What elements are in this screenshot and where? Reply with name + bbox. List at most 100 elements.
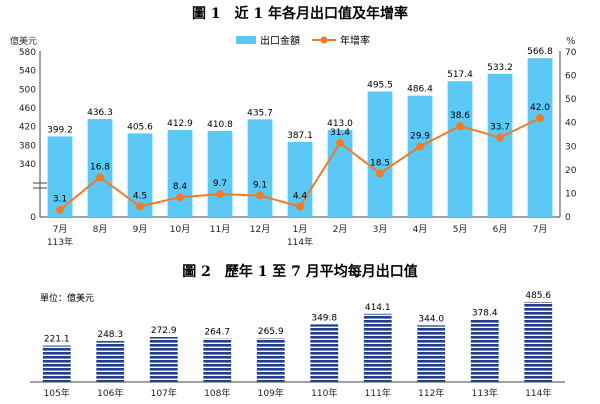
growth-rate-point	[136, 202, 144, 211]
fig1-x-tick-label: 5月	[453, 224, 468, 235]
legend-line-marker	[320, 36, 328, 44]
annual-avg-bar	[524, 302, 553, 382]
annual-avg-bar	[310, 324, 339, 382]
right-axis-tick-label: 0	[565, 213, 571, 223]
growth-rate-label: 9.1	[253, 181, 267, 191]
growth-rate-point	[336, 138, 344, 147]
fig2-title: 圖 2 歷年 1 至 7 月平均每月出口值	[182, 263, 418, 280]
right-axis-tick-label: 20	[565, 166, 577, 176]
growth-rate-point	[216, 190, 224, 199]
export-value-bar	[247, 119, 273, 217]
export-value-bar	[447, 81, 473, 217]
annual-avg-bar	[42, 345, 71, 382]
export-value-bar	[207, 130, 233, 217]
left-axis-tick-label: 460	[19, 104, 36, 114]
right-axis-tick-label: 40	[565, 119, 577, 129]
export-value-label: 413.0	[327, 119, 353, 129]
fig2-x-tick-label: 113年	[472, 387, 498, 399]
growth-rate-point	[176, 193, 184, 202]
fig1-x-tick-label: 11月	[210, 224, 230, 235]
fig1-x-tick-label: 9月	[133, 224, 148, 235]
right-axis-tick-label: 70	[565, 48, 577, 58]
annual-avg-value-label: 485.6	[525, 291, 551, 301]
annual-avg-bar	[149, 337, 178, 382]
growth-rate-point	[56, 205, 64, 214]
left-axis-tick-label: 420	[19, 123, 36, 133]
fig2-x-tick-label: 110年	[311, 387, 337, 399]
export-value-label: 495.5	[367, 80, 393, 90]
fig1-x-tick-label: 10月	[170, 224, 190, 235]
legend-line-label: 年增率	[340, 34, 370, 47]
right-axis-tick-label: 60	[565, 72, 577, 82]
fig2-unit-label: 單位：億美元	[40, 292, 94, 304]
growth-rate-point	[496, 133, 504, 142]
growth-rate-point	[416, 142, 424, 151]
fig1-x-tick-label: 2月	[333, 224, 348, 235]
right-axis-tick-label: 50	[565, 95, 577, 105]
export-value-label: 435.7	[247, 108, 273, 118]
annual-avg-value-label: 264.7	[204, 327, 230, 337]
fig1-x-tick-label: 8月	[93, 224, 108, 235]
growth-rate-label: 42.0	[530, 103, 550, 113]
export-value-label: 387.1	[287, 131, 313, 141]
left-axis-tick-label: 500	[19, 85, 36, 95]
growth-rate-point	[96, 173, 104, 182]
fig2-x-tick-label: 109年	[258, 387, 284, 399]
export-value-bar	[367, 91, 393, 217]
fig1-x-tick-label: 7月	[533, 224, 548, 235]
left-axis-tick-label: 340	[19, 160, 36, 170]
growth-rate-label: 3.1	[53, 195, 67, 205]
growth-rate-label: 29.9	[410, 132, 430, 142]
right-axis-tick-label: 10	[565, 189, 577, 199]
growth-rate-label: 4.4	[293, 192, 308, 202]
fig1-x-tick-sublabel: 114年	[287, 236, 313, 248]
growth-rate-label: 38.6	[450, 111, 470, 121]
growth-rate-label: 16.8	[90, 162, 110, 172]
annual-avg-bar	[363, 313, 392, 382]
fig1-x-tick-label: 6月	[493, 224, 508, 235]
fig1-right-axis-unit: %	[566, 36, 576, 47]
growth-rate-label: 9.7	[213, 179, 227, 189]
growth-rate-point	[536, 114, 544, 122]
fig2-x-tick-label: 106年	[97, 387, 123, 399]
fig1-x-tick-label: 1月	[293, 224, 308, 235]
growth-rate-label: 4.5	[133, 191, 147, 201]
fig2-x-tick-label: 114年	[525, 387, 551, 399]
legend-bar-label: 出口金額	[260, 34, 300, 47]
export-value-bar	[167, 129, 193, 217]
right-axis-tick-label: 30	[565, 142, 577, 152]
growth-rate-label: 8.4	[173, 182, 188, 192]
annual-avg-value-label: 378.4	[472, 309, 498, 319]
growth-rate-point	[256, 191, 264, 200]
fig1-x-tick-label: 3月	[373, 224, 388, 235]
export-value-bar	[87, 119, 113, 217]
annual-avg-value-label: 265.9	[258, 327, 284, 337]
fig1-left-axis-unit: 億美元	[10, 35, 37, 47]
fig1-x-tick-label: 4月	[413, 224, 428, 235]
export-value-bar	[47, 136, 73, 217]
export-value-bar	[527, 58, 553, 217]
export-value-bar	[407, 95, 433, 217]
annual-avg-bar	[96, 341, 125, 382]
legend-bar-swatch	[236, 36, 256, 44]
annual-avg-bar	[203, 338, 232, 382]
export-value-bar	[487, 73, 513, 217]
annual-avg-value-label: 248.3	[97, 330, 123, 340]
growth-rate-point	[376, 169, 384, 178]
fig1-x-tick-label: 12月	[250, 224, 270, 235]
fig1-x-tick-sublabel: 113年	[47, 236, 73, 248]
export-value-label: 566.8	[527, 47, 553, 57]
export-value-label: 405.6	[127, 122, 153, 132]
left-axis-tick-label: 0	[30, 213, 36, 223]
annual-avg-value-label: 349.8	[311, 313, 337, 323]
export-value-label: 517.4	[447, 70, 473, 80]
annual-avg-bar	[470, 319, 499, 382]
growth-rate-label: 33.7	[490, 123, 510, 133]
fig2-x-tick-label: 107年	[151, 387, 177, 399]
fig2-x-tick-label: 108年	[204, 387, 230, 399]
fig1-x-tick-label: 7月	[53, 224, 68, 235]
growth-rate-point	[456, 122, 464, 131]
export-value-label: 410.8	[207, 120, 233, 130]
export-value-label: 533.2	[487, 63, 513, 73]
